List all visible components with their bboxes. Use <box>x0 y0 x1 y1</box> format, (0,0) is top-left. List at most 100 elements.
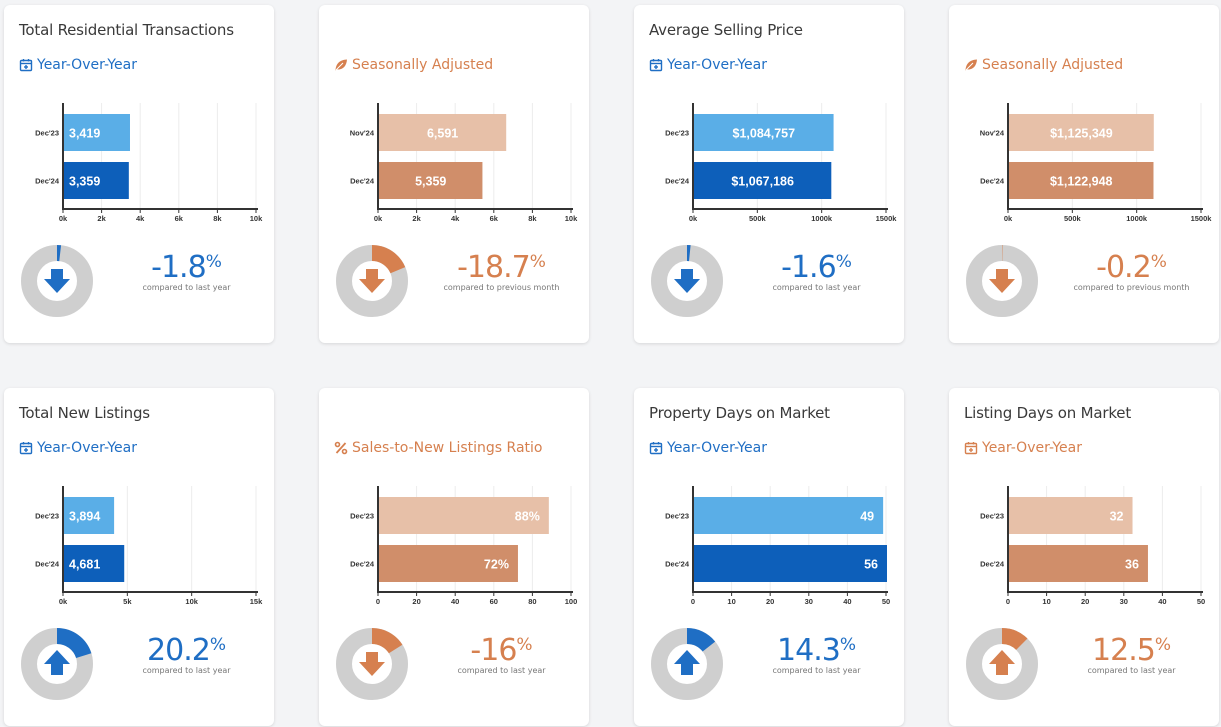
change-donut <box>336 245 408 317</box>
tick-label: 4k <box>451 214 460 223</box>
tick-label: 50 <box>882 597 890 606</box>
category-label: Dec'24 <box>350 177 375 186</box>
tick-label: 4k <box>136 214 145 223</box>
stat-card: Total New Listings Year-Over-Year 0k 5k 10k 1… <box>4 388 274 726</box>
tick-label: 6k <box>175 214 184 223</box>
calendar-plus-icon <box>649 441 663 455</box>
bar <box>379 497 549 534</box>
tick-label: 0 <box>376 597 380 606</box>
tick-label: 0k <box>689 214 698 223</box>
tick-label: 100 <box>565 597 578 606</box>
bar <box>694 497 884 534</box>
card-title: Total Residential Transactions <box>19 21 234 39</box>
tick-label: 10k <box>565 214 578 223</box>
category-label: Dec'23 <box>665 512 689 521</box>
bar <box>694 545 887 582</box>
change-percent: -1.8% compared to last year <box>124 250 249 292</box>
category-label: Dec'24 <box>980 560 1005 569</box>
percent-symbol: % <box>209 635 226 655</box>
bar <box>1009 162 1154 199</box>
percent-symbol: % <box>835 252 852 272</box>
tick-label: 1000k <box>1126 214 1148 223</box>
stat-card: Average Selling Price Year-Over-Year 0k 500… <box>634 5 904 343</box>
category-label: Dec'24 <box>35 560 60 569</box>
tick-label: 8k <box>213 214 222 223</box>
bar <box>694 162 832 199</box>
change-donut <box>651 628 723 700</box>
donut-segment <box>56 628 92 659</box>
bar <box>379 114 507 151</box>
tick-label: 40 <box>451 597 459 606</box>
tick-label: 0k <box>374 214 383 223</box>
bar <box>64 162 129 199</box>
tick-label: 1500k <box>1191 214 1213 223</box>
value-label: 49 <box>860 510 874 524</box>
value-label: $1,084,757 <box>733 127 796 141</box>
bar-chart: 0 10 20 30 40 50 Dec'23 32 Dec'24 36 <box>980 486 1205 606</box>
card-subtitle: Seasonally Adjusted <box>964 57 1123 73</box>
calendar-plus-icon <box>964 441 978 455</box>
calendar-plus-icon <box>649 58 663 72</box>
change-caption: compared to previous month <box>443 283 560 292</box>
subtitle-label: Year-Over-Year <box>37 57 137 73</box>
calendar-plus-icon <box>19 58 33 72</box>
value-label: 56 <box>864 558 878 572</box>
value-label: $1,067,186 <box>731 175 794 189</box>
arrow-up-icon <box>44 650 70 675</box>
tick-label: 15k <box>250 597 263 606</box>
subtitle-label: Seasonally Adjusted <box>352 57 494 73</box>
change-caption: compared to last year <box>772 283 861 292</box>
tick-label: 0 <box>1006 597 1010 606</box>
subtitle-label: Sales-to-New Listings Ratio <box>352 440 543 456</box>
arrow-up-icon <box>674 650 700 675</box>
bar <box>1009 545 1148 582</box>
donut-segment <box>1001 628 1028 651</box>
tick-label: 20 <box>412 597 420 606</box>
arrow-down-icon <box>44 269 70 293</box>
card-title: Total New Listings <box>19 404 150 422</box>
bar-chart: 0k 5k 10k 15k Dec'23 3,894 Dec'24 4,681 <box>35 486 263 606</box>
change-donut <box>21 628 93 700</box>
tick-label: 1000k <box>811 214 833 223</box>
card-subtitle: Year-Over-Year <box>649 440 767 456</box>
donut-segment <box>371 628 403 654</box>
change-value: -1.8 <box>151 250 207 285</box>
category-label: Dec'24 <box>665 177 690 186</box>
tick-label: 20 <box>766 597 774 606</box>
bar <box>379 545 518 582</box>
value-label: 3,359 <box>69 175 100 189</box>
tick-label: 80 <box>528 597 536 606</box>
bar <box>64 545 125 582</box>
bar <box>64 114 130 151</box>
category-label: Dec'24 <box>350 560 375 569</box>
tick-label: 30 <box>1120 597 1128 606</box>
donut-segment <box>686 628 716 652</box>
percent-symbol: % <box>205 252 222 272</box>
change-percent: -0.2% compared to previous month <box>1069 250 1194 292</box>
tick-label: 6k <box>490 214 499 223</box>
change-value: -1.6 <box>781 250 837 285</box>
card-title: Average Selling Price <box>649 21 803 39</box>
change-caption: compared to last year <box>457 666 546 675</box>
change-percent: -18.7% compared to previous month <box>439 250 564 292</box>
category-label: Dec'24 <box>35 177 60 186</box>
value-label: 6,591 <box>427 127 458 141</box>
change-caption: compared to last year <box>142 283 231 292</box>
change-value: 20.2 <box>147 633 211 668</box>
change-donut <box>966 244 1038 317</box>
change-value: -18.7 <box>457 250 531 285</box>
card-subtitle: Sales-to-New Listings Ratio <box>334 440 542 456</box>
card-subtitle: Year-Over-Year <box>19 57 137 73</box>
change-value: 14.3 <box>777 633 841 668</box>
leaf-icon <box>964 58 978 72</box>
change-percent: -16% compared to last year <box>439 633 564 675</box>
tick-label: 30 <box>805 597 813 606</box>
card-subtitle: Seasonally Adjusted <box>334 57 493 73</box>
percent-icon <box>334 441 348 455</box>
bar-chart: 0k 2k 4k 6k 8k 10k Dec'23 3,419 Dec'24 3,359 <box>35 103 263 223</box>
tick-label: 5k <box>123 597 132 606</box>
tick-label: 1500k <box>876 214 898 223</box>
tick-label: 2k <box>97 214 106 223</box>
bar <box>379 162 483 199</box>
arrow-up-icon <box>989 650 1015 675</box>
